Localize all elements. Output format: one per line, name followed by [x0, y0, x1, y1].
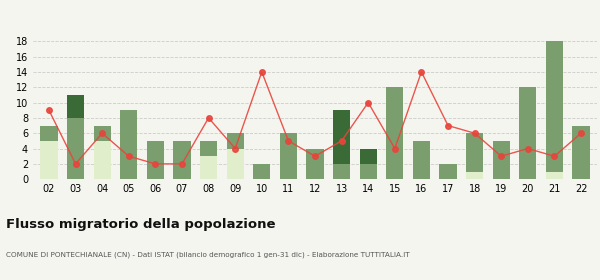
- Bar: [227, 133, 244, 149]
- Bar: [307, 149, 323, 179]
- Bar: [466, 172, 483, 179]
- Bar: [359, 164, 377, 179]
- Bar: [280, 133, 297, 179]
- Text: Flusso migratorio della popolazione: Flusso migratorio della popolazione: [6, 218, 275, 231]
- Bar: [546, 41, 563, 172]
- Bar: [147, 141, 164, 179]
- Bar: [40, 141, 58, 179]
- Bar: [200, 156, 217, 179]
- Bar: [67, 118, 84, 179]
- Bar: [94, 141, 111, 179]
- Bar: [359, 149, 377, 164]
- Bar: [120, 110, 137, 179]
- Bar: [94, 125, 111, 141]
- Bar: [413, 141, 430, 179]
- Bar: [546, 172, 563, 179]
- Bar: [40, 125, 58, 141]
- Bar: [227, 149, 244, 179]
- Bar: [386, 87, 403, 179]
- Legend: Iscritti (da altri comuni), Iscritti (dall'estero), Iscritti (altri), Cancellati: Iscritti (da altri comuni), Iscritti (da…: [83, 0, 547, 1]
- Bar: [439, 164, 457, 179]
- Text: COMUNE DI PONTECHIANALE (CN) - Dati ISTAT (bilancio demografico 1 gen-31 dic) - : COMUNE DI PONTECHIANALE (CN) - Dati ISTA…: [6, 252, 410, 258]
- Bar: [519, 87, 536, 179]
- Bar: [333, 110, 350, 164]
- Bar: [67, 95, 84, 118]
- Bar: [253, 164, 271, 179]
- Bar: [333, 164, 350, 179]
- Bar: [173, 141, 191, 179]
- Bar: [200, 141, 217, 156]
- Bar: [466, 133, 483, 172]
- Bar: [572, 125, 590, 179]
- Bar: [493, 141, 510, 179]
